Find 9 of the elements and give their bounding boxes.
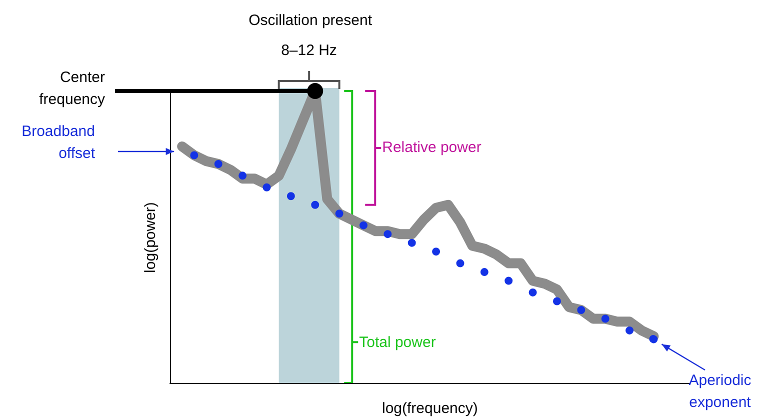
chart-title: Oscillation present — [248, 12, 372, 28]
x-axis-title: log(frequency) — [382, 400, 478, 416]
text: Center frequency — [38, 68, 105, 110]
y-axis-title: log(power) — [141, 202, 158, 272]
annotation: Aperiodic exponent — [688, 371, 752, 413]
text: Broadband offset — [20, 122, 95, 164]
annotation: Total power — [359, 334, 436, 351]
text: 8–12 Hz — [281, 42, 337, 58]
annotation: Relative power — [382, 139, 482, 156]
